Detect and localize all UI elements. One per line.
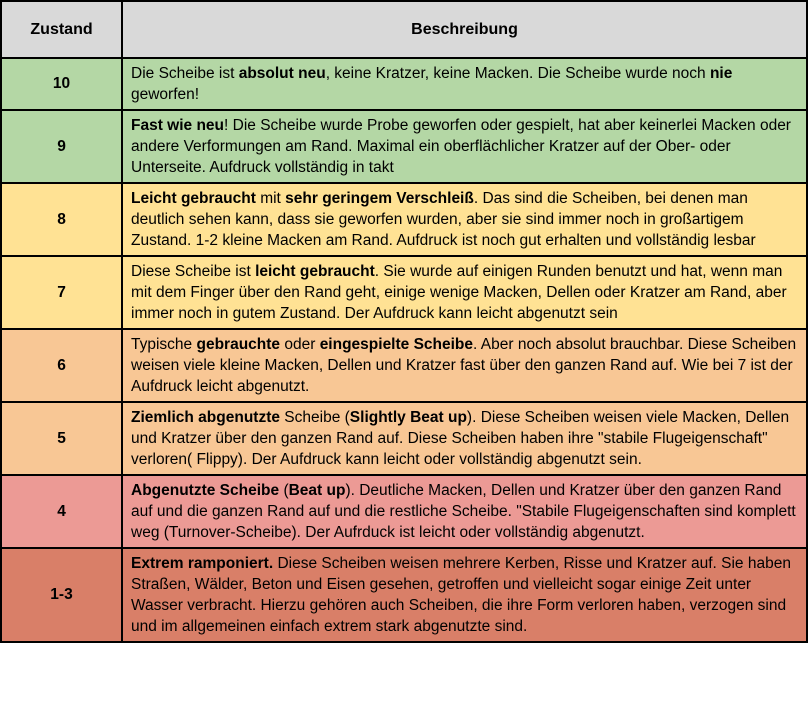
description-cell: Die Scheibe ist absolut neu, keine Kratz… [121,57,808,111]
condition-cell: 9 [0,109,123,184]
table-row: 10 Die Scheibe ist absolut neu, keine Kra… [0,57,808,111]
header-condition: Zustand [0,0,123,59]
header-row: Zustand Beschreibung [0,0,808,59]
description-cell: Extrem ramponiert. Diese Scheiben weisen… [121,547,808,643]
table-row: 4 Abgenutzte Scheibe (Beat up). Deutliche… [0,474,808,549]
table-row: 8 Leicht gebraucht mit sehr geringem Vers… [0,182,808,257]
description-cell: Diese Scheibe ist leicht gebraucht. Sie … [121,255,808,330]
disc-condition-table: Zustand Beschreibung 10 Die Scheibe ist a… [0,0,808,643]
description-cell: Leicht gebraucht mit sehr geringem Versc… [121,182,808,257]
condition-cell: 4 [0,474,123,549]
description-cell: Abgenutzte Scheibe (Beat up). Deutliche … [121,474,808,549]
table-row: 9 Fast wie neu! Die Scheibe wurde Probe g… [0,109,808,184]
table-row: 7 Diese Scheibe ist leicht gebraucht. Sie… [0,255,808,330]
condition-cell: 7 [0,255,123,330]
disc-condition-table-container: Zustand Beschreibung 10 Die Scheibe ist a… [0,0,808,643]
condition-cell: 5 [0,401,123,476]
condition-cell: 1-3 [0,547,123,643]
table-row: 5 Ziemlich abgenutzte Scheibe (Slightly B… [0,401,808,476]
table-row: 1-3 Extrem ramponiert. Diese Scheiben wei… [0,547,808,643]
description-cell: Ziemlich abgenutzte Scheibe (Slightly Be… [121,401,808,476]
condition-cell: 10 [0,57,123,111]
condition-cell: 6 [0,328,123,403]
table-body: 10 Die Scheibe ist absolut neu, keine Kra… [0,57,808,643]
description-cell: Typische gebrauchte oder eingespielte Sc… [121,328,808,403]
condition-cell: 8 [0,182,123,257]
description-cell: Fast wie neu! Die Scheibe wurde Probe ge… [121,109,808,184]
table-row: 6 Typische gebrauchte oder eingespielte S… [0,328,808,403]
header-description: Beschreibung [121,0,808,59]
